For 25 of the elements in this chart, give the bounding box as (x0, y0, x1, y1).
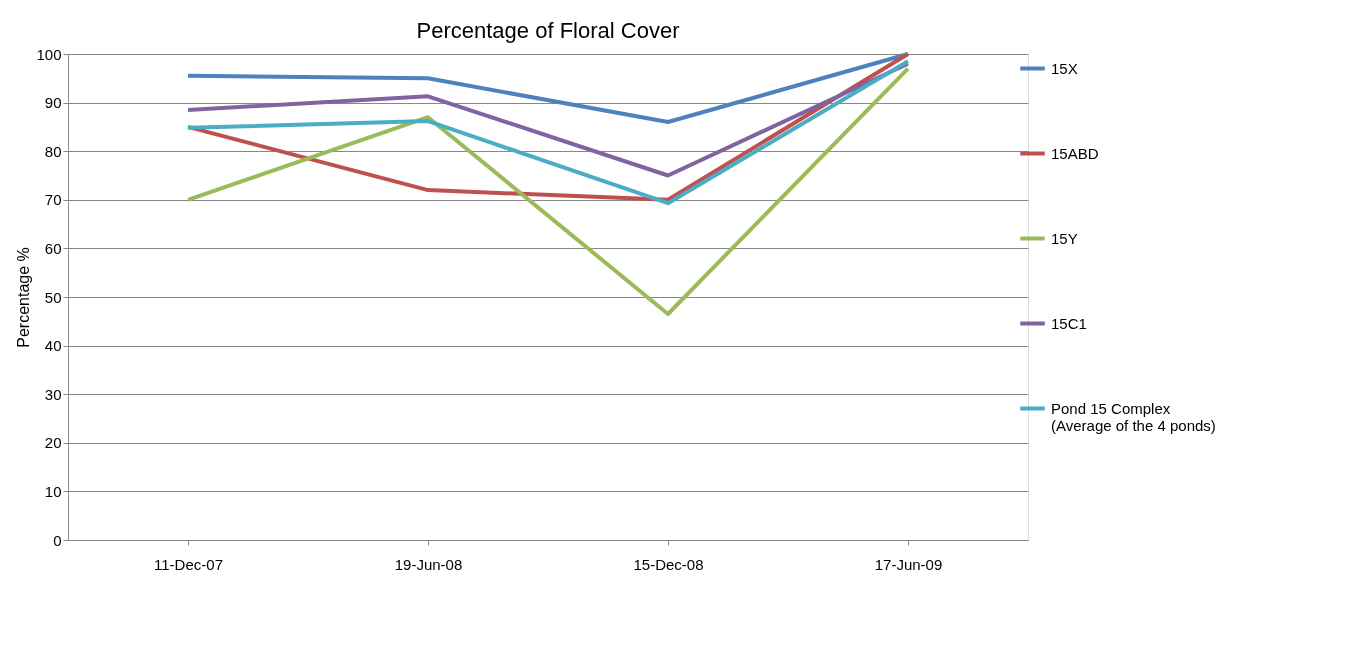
legend-label: 15X (1051, 59, 1078, 77)
y-tick-label: 10 (44, 482, 62, 500)
chart-title: Percentage of Floral Cover (416, 18, 680, 43)
line-series (186, 52, 910, 125)
y-tick-label: 80 (44, 142, 62, 160)
legend-label: 15C1 (1051, 314, 1087, 332)
y-tick-label: 30 (44, 385, 62, 403)
legend-label: Pond 15 Complex (Average of the 4 ponds) (1051, 399, 1216, 434)
y-tick-label: 60 (44, 239, 62, 257)
y-tick-label: 70 (44, 191, 62, 209)
x-tick-label: 15-Dec-08 (633, 555, 704, 573)
line-series (186, 66, 910, 317)
y-tick-label: 50 (44, 288, 62, 306)
x-tick-label: 11-Dec-07 (154, 555, 223, 573)
line-series (186, 61, 910, 178)
legend-label: 15ABD (1051, 144, 1099, 162)
legend-label: 15Y (1051, 229, 1078, 247)
y-tick-label: 40 (44, 337, 62, 355)
y-tick-label: 20 (44, 434, 62, 452)
y-axis-title: Percentage % (15, 247, 33, 348)
x-tick-label: 19-Jun-08 (394, 555, 463, 573)
y-tick-label: 90 (44, 94, 62, 112)
x-tick-label: 17-Jun-09 (874, 555, 943, 573)
y-tick-label: 0 (53, 531, 62, 549)
y-tick-label: 100 (36, 45, 62, 63)
